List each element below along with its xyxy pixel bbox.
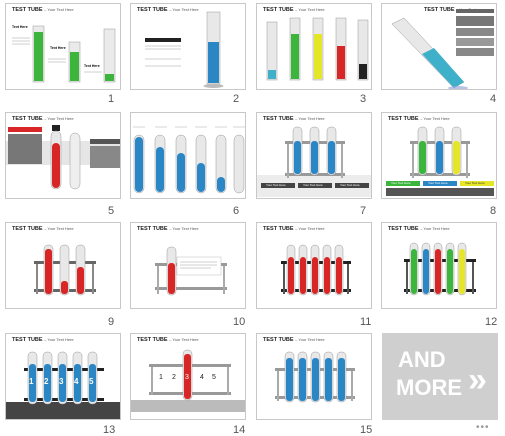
slide-number: 5 [108,205,115,217]
tubes-graphic [6,125,120,190]
slide-title: TEST TUBE – Your Text Here [263,116,325,122]
slide-title: TEST TUBE – Your Text Here [12,337,74,343]
slot-number: 4 [200,374,204,381]
rack-graphic [155,246,227,296]
and-more-line1: AND [398,347,446,372]
tube-number: 4 [74,377,79,386]
caption-label: Your Text Here [428,181,448,185]
slide-thumbnail-11[interactable]: TEST TUBE – Your Text Here [256,222,372,309]
slot-number: 5 [212,374,216,381]
slide-number: 14 [233,424,246,436]
and-more-tile[interactable]: AND MORE » [382,333,498,420]
slide-title: TEST TUBE – Your Text Here [137,7,199,13]
slot-number: 1 [159,374,163,381]
tube-number: 3 [59,377,64,386]
slide-number: 8 [490,205,497,217]
caption-label: Your Text Here [391,181,411,185]
slide-title: TEST TUBE – Your Text Here [137,337,199,343]
slide-thumbnail-1[interactable]: TEST TUBE – Your Text Here Text Here Tex… [5,3,121,90]
slide-number: 9 [108,316,115,328]
caption-label: Your Text Here [465,181,485,185]
chevron-right-icon: » [468,361,487,399]
rack-graphic [6,351,120,419]
slide-title: TEST TUBE – Your Text Here [12,226,74,232]
slide-thumbnail-10[interactable]: TEST TUBE – Your Text Here [130,222,246,309]
slide-thumbnail-3[interactable]: TEST TUBE – Your Text Here [256,3,372,90]
slide-number: 15 [360,424,373,436]
tubes-graphic [133,126,245,194]
rack-graphic [404,242,476,296]
rack-graphic [257,126,371,197]
slide-title: TEST TUBE – Your Text Here [263,337,325,343]
rack-graphic [131,349,245,412]
slide-title: TEST TUBE – Your Text Here [263,7,325,13]
slide-number: 3 [360,93,367,105]
tubes-graphic [266,17,369,81]
caption-label: Your Text Here [303,183,323,187]
slide-number: 11 [360,316,372,328]
slide-number: 13 [103,424,116,436]
rack-graphic [34,244,96,296]
rack-graphic [275,351,355,403]
tube-graphic [391,9,494,89]
tube-label: Text Here [50,46,66,50]
tubes-graphic [12,25,116,83]
slot-number: 2 [172,374,176,381]
slide-thumbnail-13[interactable]: TEST TUBE – Your Text Here 1 2 3 4 5 [5,333,121,420]
slide-number: 2 [233,93,240,105]
slot-number: 3 [185,374,189,381]
rack-graphic [386,126,494,196]
slide-thumbnail-12[interactable]: TEST TUBE – Your Text Here [381,222,497,309]
tube-label: Text Here [12,25,28,29]
caption-label: Your Text Here [266,183,286,187]
slide-number: 6 [233,205,240,217]
slide-number: 1 [108,93,115,105]
slide-thumbnail-8[interactable]: TEST TUBE – Your Text Here Your Text Her… [381,112,497,199]
slide-number: 10 [233,316,246,328]
slide-thumbnail-7[interactable]: TEST TUBE – Your Text Here Your Text Her… [256,112,372,199]
slide-title: TEST TUBE – Your Text Here [263,226,325,232]
slide-title: TEST TUBE – Your Text Here [388,226,450,232]
tube-number: 5 [89,377,94,386]
tube-graphic [145,11,224,88]
tube-number: 1 [29,377,34,386]
slide-thumbnail-4[interactable]: TEST TUBE – Your Text [381,3,497,90]
rack-graphic [281,244,351,296]
slide-title: TEST TUBE – Your Text Here [12,7,74,13]
slide-number: 7 [360,205,367,217]
slide-title: TEST TUBE – Your Text Here [137,226,199,232]
tube-number: 2 [44,377,49,386]
slide-thumbnail-6[interactable] [130,112,246,199]
slide-number: 4 [490,93,497,105]
slide-thumbnail-2[interactable]: TEST TUBE – Your Text Here [130,3,246,90]
slide-thumbnail-9[interactable]: TEST TUBE – Your Text Here [5,222,121,309]
tube-label: Text Here [84,64,100,68]
slide-thumbnail-5[interactable]: TEST TUBE – Your Text Here [5,112,121,199]
more-dots-icon[interactable]: ••• [476,422,490,433]
slide-title: TEST TUBE – Your Text Here [388,116,450,122]
caption-label: Your Text Here [340,183,360,187]
slide-thumbnail-14[interactable]: TEST TUBE – Your Text Here 1 2 3 4 5 [130,333,246,420]
slide-thumbnail-15[interactable]: TEST TUBE – Your Text Here [256,333,372,420]
and-more-line2: MORE [396,375,462,400]
slide-title: TEST TUBE – Your Text Here [12,116,74,122]
slide-number: 12 [485,316,498,328]
